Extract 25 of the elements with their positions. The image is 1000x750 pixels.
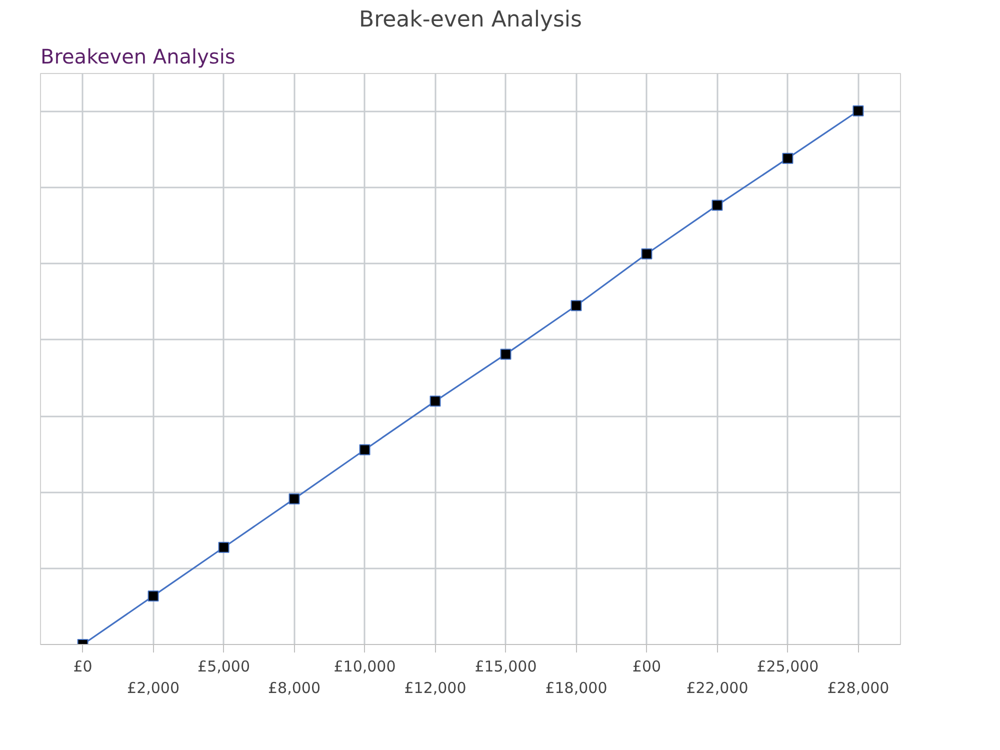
point xyxy=(782,152,794,164)
x-tick-label: £2,000 xyxy=(127,679,180,698)
point xyxy=(218,542,230,553)
x-tick-label: £10,000 xyxy=(334,658,396,676)
x-tick-label: £18,000 xyxy=(545,679,608,698)
x-tick-label: £8,000 xyxy=(268,679,321,698)
point xyxy=(641,248,652,260)
point xyxy=(852,105,864,116)
x-tick-label: £25,000 xyxy=(756,658,819,676)
point xyxy=(359,444,370,456)
x-tick-label: £15,000 xyxy=(474,658,537,676)
point xyxy=(500,348,512,360)
point xyxy=(712,200,723,211)
point xyxy=(430,396,441,407)
x-tick-label: £0 xyxy=(73,658,92,676)
text: Breakeven Analysis xyxy=(40,44,236,68)
chart-title: Break-even Analysis xyxy=(358,8,582,32)
x-tick-label: £00 xyxy=(632,658,662,676)
x-tick-label: £22,000 xyxy=(686,679,748,698)
x-tick-label: £5,000 xyxy=(198,658,250,676)
x-tick-label: £12,000 xyxy=(404,679,466,698)
x-tick-label: £28,000 xyxy=(827,679,890,698)
point xyxy=(570,300,582,312)
point xyxy=(148,590,159,602)
point xyxy=(288,493,300,504)
